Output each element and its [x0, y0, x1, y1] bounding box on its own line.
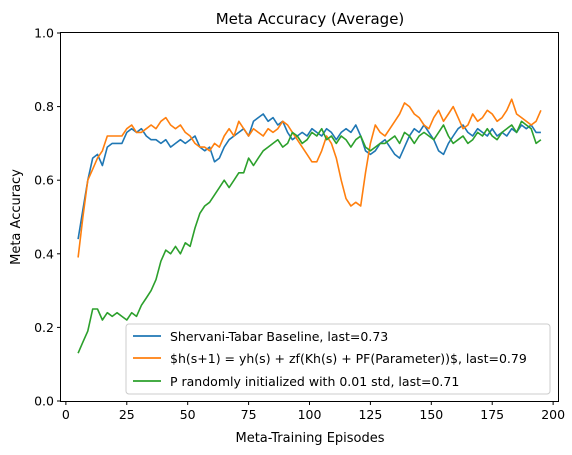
- x-axis: 0 25 50 75 100 125 150 175 200: [62, 401, 565, 422]
- x-tick-label: 25: [119, 407, 135, 422]
- y-tick-label: 0.6: [34, 173, 54, 188]
- y-tick-label: 1.0: [34, 26, 54, 41]
- legend: Shervani-Tabar Baseline, last=0.73 $h(s+…: [126, 324, 550, 394]
- legend-label-baseline: Shervani-Tabar Baseline, last=0.73: [170, 329, 388, 344]
- y-tick-label: 0.4: [34, 246, 54, 261]
- series-line-h-update: [78, 99, 541, 257]
- legend-label-p-random: P randomly initialized with 0.01 std, la…: [170, 374, 459, 389]
- x-tick-label: 0: [62, 407, 70, 422]
- series-line-baseline: [78, 114, 541, 239]
- y-tick-label: 0.0: [34, 394, 54, 409]
- x-tick-label: 175: [480, 407, 504, 422]
- series-line-p-random: [78, 121, 541, 353]
- x-tick-label: 75: [241, 407, 257, 422]
- legend-label-h-update: $h(s+1) = yh(s) + zf(Kh(s) + PF(Paramete…: [170, 351, 527, 366]
- x-tick-label: 200: [541, 407, 565, 422]
- y-axis-title: Meta Accuracy: [9, 169, 24, 265]
- y-tick-label: 0.8: [34, 99, 54, 114]
- chart-title: Meta Accuracy (Average): [216, 10, 405, 28]
- x-tick-label: 150: [419, 407, 443, 422]
- x-axis-title: Meta-Training Episodes: [235, 431, 384, 446]
- x-tick-label: 125: [358, 407, 382, 422]
- x-tick-label: 50: [180, 407, 196, 422]
- y-axis: 0.0 0.2 0.4 0.6 0.8 1.0: [34, 26, 61, 409]
- y-tick-label: 0.2: [34, 320, 54, 335]
- x-tick-label: 100: [298, 407, 322, 422]
- series-layer: [78, 99, 541, 353]
